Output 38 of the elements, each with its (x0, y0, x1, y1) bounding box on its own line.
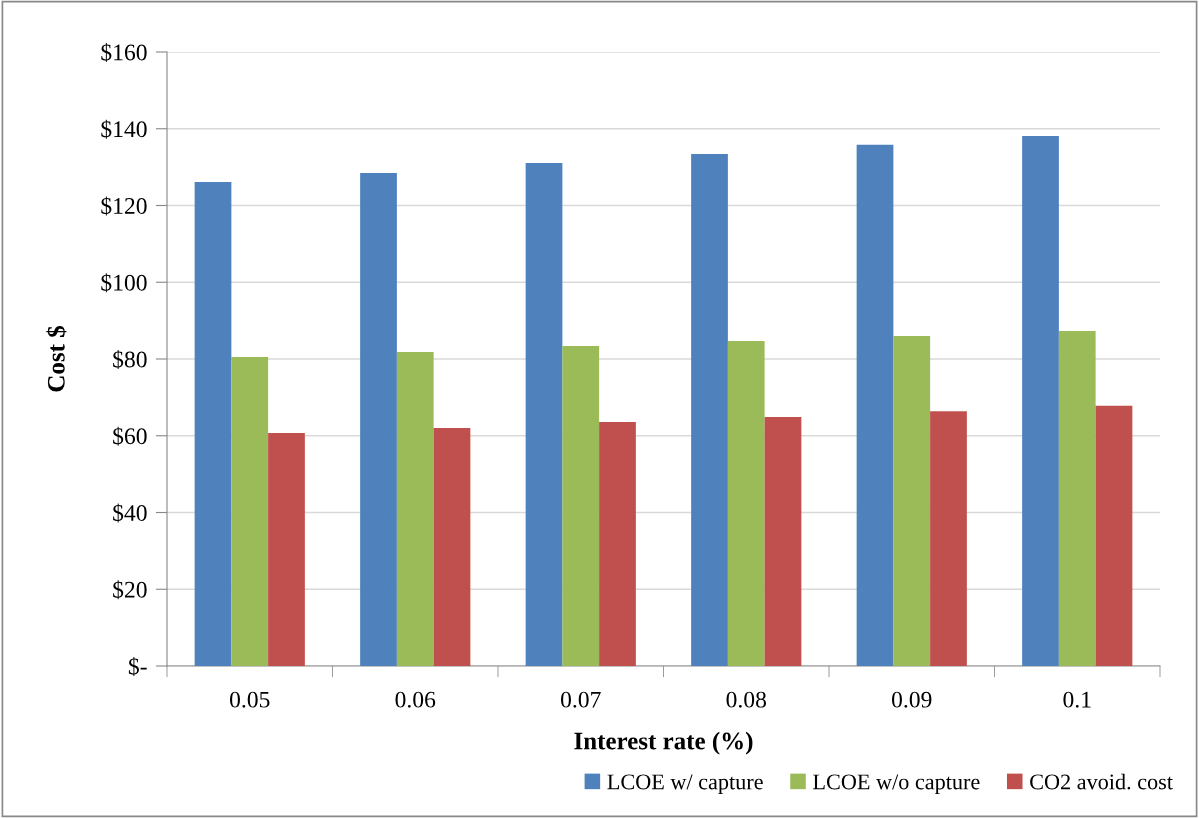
x-tick-label: 0.07 (560, 691, 601, 708)
x-tick-label: 0.1 (1063, 691, 1091, 708)
y-axis-title: Cost $ (46, 326, 67, 392)
y-tick-label: $80 (113, 350, 147, 369)
bar (893, 335, 931, 666)
legend-label: LCOE w/ capture (607, 774, 763, 794)
y-tick-label: $40 (113, 503, 147, 523)
bar (562, 345, 600, 666)
bar (231, 357, 269, 666)
bar (930, 411, 967, 666)
bar (525, 162, 563, 666)
bar (1022, 136, 1059, 666)
x-tick-label: 0.08 (726, 691, 767, 708)
bar (396, 352, 434, 666)
y-tick-label: $160 (101, 43, 147, 62)
x-tick-label: 0.09 (891, 691, 932, 708)
bar (727, 340, 765, 666)
bar (360, 172, 397, 666)
bar (1095, 405, 1133, 666)
x-tick-label: 0.06 (395, 691, 436, 708)
x-axis-title: Interest rate (%) (574, 731, 753, 755)
y-tick-label: $20 (113, 580, 147, 600)
legend-label: LCOE w/o capture (813, 774, 980, 794)
bar (764, 416, 802, 666)
bar (599, 421, 636, 666)
y-tick-label: $100 (101, 273, 147, 293)
y-tick-label: $- (128, 657, 147, 676)
bar (433, 428, 471, 666)
x-tick-label: 0.05 (229, 691, 270, 708)
bar (268, 433, 305, 666)
bar (1058, 330, 1096, 666)
bar (856, 144, 894, 666)
y-tick-label: $140 (101, 119, 147, 139)
y-tick-label: $120 (101, 196, 147, 216)
legend-label: CO2 avoid. cost (1030, 773, 1173, 790)
bar (691, 154, 728, 666)
y-tick-label: $60 (113, 426, 147, 446)
bar (194, 182, 232, 666)
